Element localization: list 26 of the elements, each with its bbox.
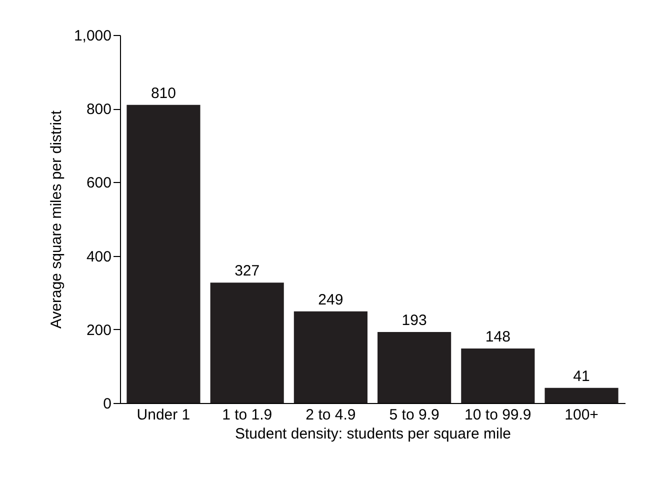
data-label: 41 <box>573 368 590 385</box>
x-axis-title: Student density: students per square mile <box>235 426 511 442</box>
y-tick-label: 800 <box>86 101 112 118</box>
x-tick-label: Under 1 <box>136 406 190 424</box>
data-label: 193 <box>402 312 427 329</box>
bar <box>544 388 618 403</box>
x-tick-label: 100+ <box>564 406 599 424</box>
y-tick-label: 0 <box>103 396 112 412</box>
bar <box>378 332 452 403</box>
bar <box>461 348 535 403</box>
data-label: 148 <box>485 328 510 346</box>
bar <box>210 282 284 403</box>
data-label: 810 <box>150 84 176 102</box>
bar <box>294 311 368 403</box>
x-tick-label: 5 to 9.9 <box>389 406 440 424</box>
y-tick-label: 1,000 <box>74 28 112 44</box>
x-tick-label: 1 to 1.9 <box>222 406 272 424</box>
y-tick-label: 400 <box>86 248 112 266</box>
y-axis-title: Average square miles per district <box>48 110 65 329</box>
x-tick-label: 2 to 4.9 <box>306 406 356 424</box>
data-label: 249 <box>318 291 344 308</box>
bar <box>126 104 200 403</box>
y-tick-label: 600 <box>86 174 112 192</box>
data-label: 327 <box>234 262 260 280</box>
y-tick-label: 200 <box>86 322 112 339</box>
x-tick-label: 10 to 99.9 <box>464 406 532 424</box>
